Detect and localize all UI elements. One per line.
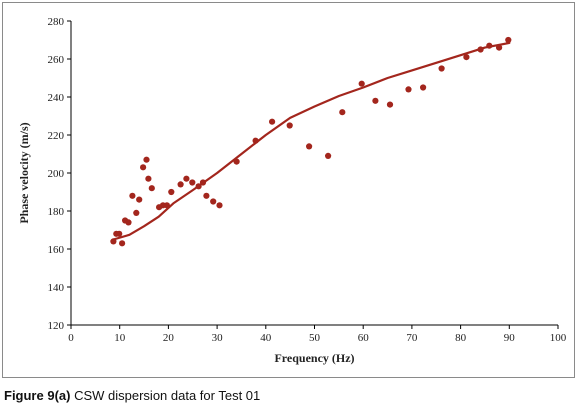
y-axis-title: Phase velocity (m/s) — [17, 122, 31, 223]
data-point — [210, 198, 217, 205]
data-point — [143, 156, 150, 163]
data-points-layer — [110, 36, 512, 247]
tick-labels-layer: 0 10 20 30 40 50 60 70 80 90 100 120 140 160 180 200 220… — [48, 16, 567, 344]
x-tick-label: 70 — [406, 332, 418, 344]
data-point — [269, 118, 276, 125]
data-point — [140, 164, 147, 171]
x-tick-label: 50 — [309, 332, 321, 344]
data-point — [177, 181, 184, 188]
data-point — [420, 84, 427, 91]
data-point — [477, 46, 484, 53]
data-point — [358, 80, 365, 87]
data-point — [203, 192, 210, 199]
data-point — [183, 175, 190, 182]
figure-caption-text: CSW dispersion data for Test 01 — [70, 388, 261, 403]
data-point — [386, 101, 394, 108]
data-point — [216, 202, 223, 209]
x-tick-label: 80 — [455, 332, 467, 344]
data-point — [286, 122, 293, 129]
x-tick-label: 10 — [114, 332, 126, 344]
axes-layer — [67, 20, 559, 329]
data-point — [252, 137, 259, 144]
data-point — [125, 219, 132, 226]
data-point — [189, 179, 196, 186]
y-tick-label: 160 — [48, 244, 65, 256]
x-tick-label: 100 — [550, 332, 567, 344]
x-tick-label: 90 — [504, 332, 516, 344]
data-point — [306, 143, 313, 150]
y-tick-label: 240 — [48, 92, 65, 104]
x-axis-title: Frequency (Hz) — [274, 351, 354, 365]
data-point — [438, 65, 445, 72]
data-point — [119, 240, 126, 247]
y-tick-label: 260 — [48, 54, 65, 66]
data-point — [372, 97, 379, 104]
data-point — [168, 188, 175, 196]
data-point — [486, 42, 493, 49]
data-point — [496, 44, 503, 51]
data-point — [195, 183, 202, 190]
data-point — [133, 209, 140, 216]
y-tick-label: 220 — [48, 130, 65, 142]
y-tick-label: 280 — [48, 16, 65, 28]
data-point — [233, 158, 240, 165]
figure-caption: Figure 9(a) CSW dispersion data for Test… — [4, 388, 260, 408]
figure-label: Figure 9(a) — [4, 388, 71, 403]
y-tick-label: 200 — [48, 168, 65, 180]
data-point — [463, 54, 470, 61]
x-tick-label: 60 — [358, 332, 370, 344]
data-point — [505, 36, 512, 44]
x-tick-label: 30 — [212, 332, 224, 344]
fit-curve-line — [112, 41, 511, 241]
data-point — [325, 152, 332, 159]
data-point — [116, 230, 123, 237]
phase-velocity-chart: 0 10 20 30 40 50 60 70 80 90 100 120 140 160 180 200 220… — [17, 16, 567, 365]
x-tick-label: 0 — [68, 332, 74, 344]
x-tick-label: 40 — [260, 332, 272, 344]
data-point — [163, 202, 170, 209]
y-tick-label: 120 — [48, 320, 65, 332]
data-point — [145, 175, 152, 182]
x-tick-label: 20 — [163, 332, 175, 344]
data-point — [405, 86, 412, 93]
y-tick-label: 180 — [48, 206, 65, 218]
data-point — [199, 179, 207, 186]
chart-frame: 0 10 20 30 40 50 60 70 80 90 100 120 140 160 180 200 220… — [2, 2, 575, 378]
data-point — [339, 109, 346, 116]
data-point — [110, 238, 117, 245]
data-point — [136, 196, 143, 203]
data-point — [148, 185, 155, 192]
y-tick-label: 140 — [48, 282, 65, 294]
data-point — [129, 192, 136, 199]
